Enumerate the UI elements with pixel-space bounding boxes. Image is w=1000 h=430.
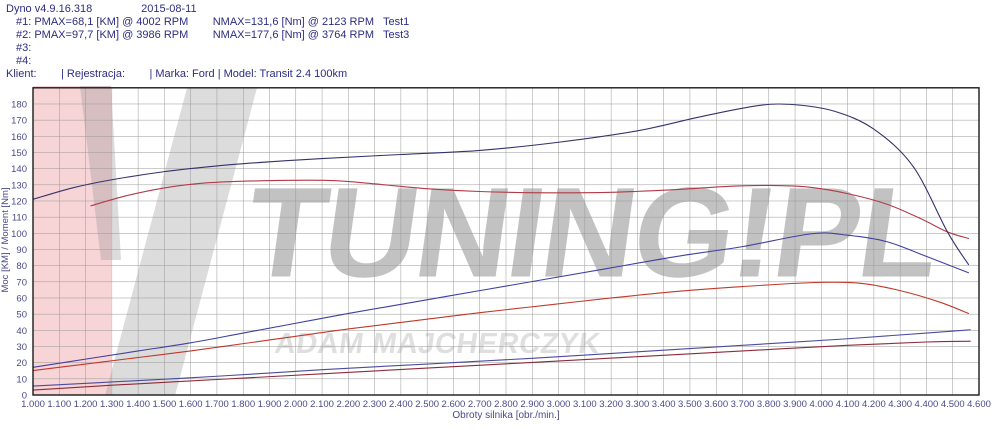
svg-text:Obroty silnika [obr./min.]: Obroty silnika [obr./min.]	[452, 410, 559, 421]
svg-text:80: 80	[16, 261, 27, 272]
svg-text:2.800: 2.800	[494, 399, 518, 410]
svg-text:110: 110	[12, 213, 27, 224]
svg-text:3.900: 3.900	[783, 399, 807, 410]
svg-text:70: 70	[16, 277, 27, 288]
svg-text:10: 10	[16, 374, 27, 385]
svg-text:20: 20	[16, 358, 27, 369]
svg-text:1.500: 1.500	[152, 399, 176, 410]
svg-text:3.700: 3.700	[731, 399, 755, 410]
svg-text:1.600: 1.600	[179, 399, 203, 410]
svg-text:1.400: 1.400	[126, 399, 150, 410]
svg-text:4.300: 4.300	[888, 399, 912, 410]
svg-text:60: 60	[16, 293, 27, 304]
svg-text:3.000: 3.000	[547, 399, 571, 410]
svg-text:3.400: 3.400	[652, 399, 676, 410]
svg-text:180: 180	[11, 99, 27, 110]
svg-text:2.900: 2.900	[520, 399, 544, 410]
svg-text:90: 90	[16, 245, 27, 256]
svg-text:2.700: 2.700	[468, 399, 492, 410]
svg-text:4.000: 4.000	[809, 399, 833, 410]
svg-text:160: 160	[11, 132, 27, 143]
svg-text:1.100: 1.100	[47, 399, 71, 410]
svg-text:3.300: 3.300	[625, 399, 649, 410]
svg-text:4.600: 4.600	[967, 399, 991, 410]
svg-text:3.500: 3.500	[678, 399, 702, 410]
svg-text:1.900: 1.900	[258, 399, 282, 410]
svg-text:170: 170	[11, 116, 27, 127]
svg-text:4.200: 4.200	[862, 399, 886, 410]
svg-text:2.400: 2.400	[389, 399, 413, 410]
svg-text:30: 30	[16, 342, 27, 353]
svg-text:100: 100	[11, 229, 27, 240]
svg-text:4.100: 4.100	[836, 399, 860, 410]
svg-text:Moc [KM] / Moment [Nm]: Moc [KM] / Moment [Nm]	[0, 187, 11, 292]
svg-text:4.500: 4.500	[941, 399, 965, 410]
svg-text:40: 40	[16, 326, 27, 337]
svg-text:1.300: 1.300	[100, 399, 124, 410]
svg-text:150: 150	[11, 148, 27, 159]
svg-text:50: 50	[16, 310, 27, 321]
svg-text:3.100: 3.100	[573, 399, 597, 410]
svg-text:1.200: 1.200	[74, 399, 98, 410]
svg-text:3.600: 3.600	[704, 399, 728, 410]
svg-text:120: 120	[11, 196, 27, 207]
svg-text:140: 140	[11, 164, 27, 175]
svg-text:2.300: 2.300	[363, 399, 387, 410]
svg-text:4.400: 4.400	[915, 399, 939, 410]
svg-text:3.800: 3.800	[757, 399, 781, 410]
svg-text:2.600: 2.600	[442, 399, 466, 410]
svg-text:3.200: 3.200	[599, 399, 623, 410]
svg-text:1.700: 1.700	[205, 399, 229, 410]
svg-text:2.500: 2.500	[415, 399, 439, 410]
svg-text:1.800: 1.800	[231, 399, 255, 410]
svg-text:2.100: 2.100	[310, 399, 334, 410]
svg-text:2.000: 2.000	[284, 399, 308, 410]
svg-text:2.200: 2.200	[336, 399, 360, 410]
svg-text:0: 0	[22, 391, 27, 402]
svg-text:130: 130	[11, 180, 27, 191]
